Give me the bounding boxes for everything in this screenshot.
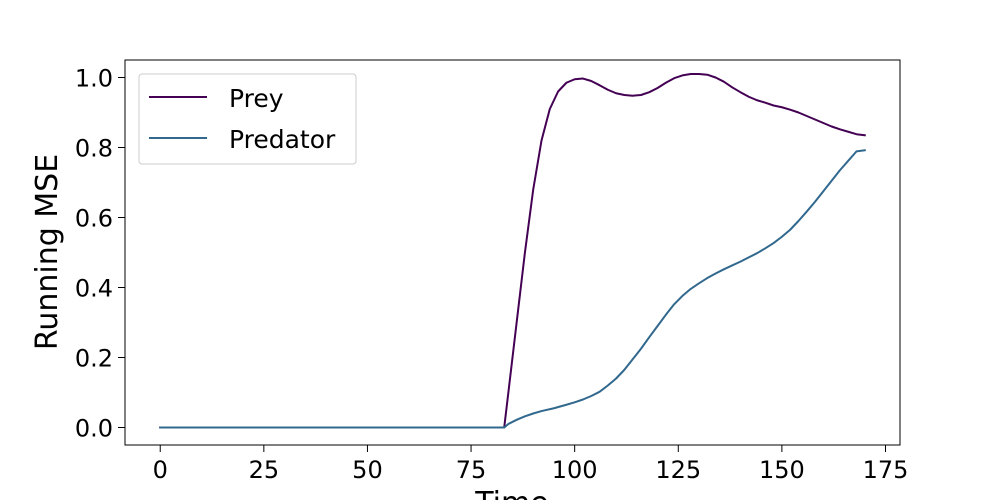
y-tick-label: 1.0 xyxy=(75,65,113,93)
series-line-predator xyxy=(159,149,866,429)
x-tick-label: 100 xyxy=(552,456,598,484)
y-tick-label: 0.8 xyxy=(75,135,113,163)
y-tick-label: 0.4 xyxy=(75,275,113,303)
y-axis: 0.0 0.2 0.4 0.6 0.8 1.0 xyxy=(75,65,125,443)
x-tick-label: 25 xyxy=(249,456,280,484)
legend-label-prey: Prey xyxy=(229,84,284,113)
series-line-prey xyxy=(159,73,866,429)
series-layer xyxy=(159,73,866,429)
x-tick-label: 0 xyxy=(153,456,168,484)
y-axis-label: Running MSE xyxy=(30,154,65,350)
x-axis: 0 25 50 75 100 125 150 175 xyxy=(153,445,909,484)
y-tick-label: 0.6 xyxy=(75,205,113,233)
x-tick-label: 75 xyxy=(456,456,487,484)
x-tick-label: 175 xyxy=(863,456,909,484)
legend: Prey Predator xyxy=(138,73,357,165)
x-tick-label: 125 xyxy=(655,456,701,484)
y-tick-label: 0.2 xyxy=(75,345,113,373)
y-tick-label: 0.0 xyxy=(75,415,113,443)
plot-frame xyxy=(124,59,901,446)
x-axis-label: Time xyxy=(474,486,548,500)
x-tick-label: 50 xyxy=(352,456,383,484)
x-tick-label: 150 xyxy=(759,456,805,484)
legend-label-predator: Predator xyxy=(229,125,336,154)
